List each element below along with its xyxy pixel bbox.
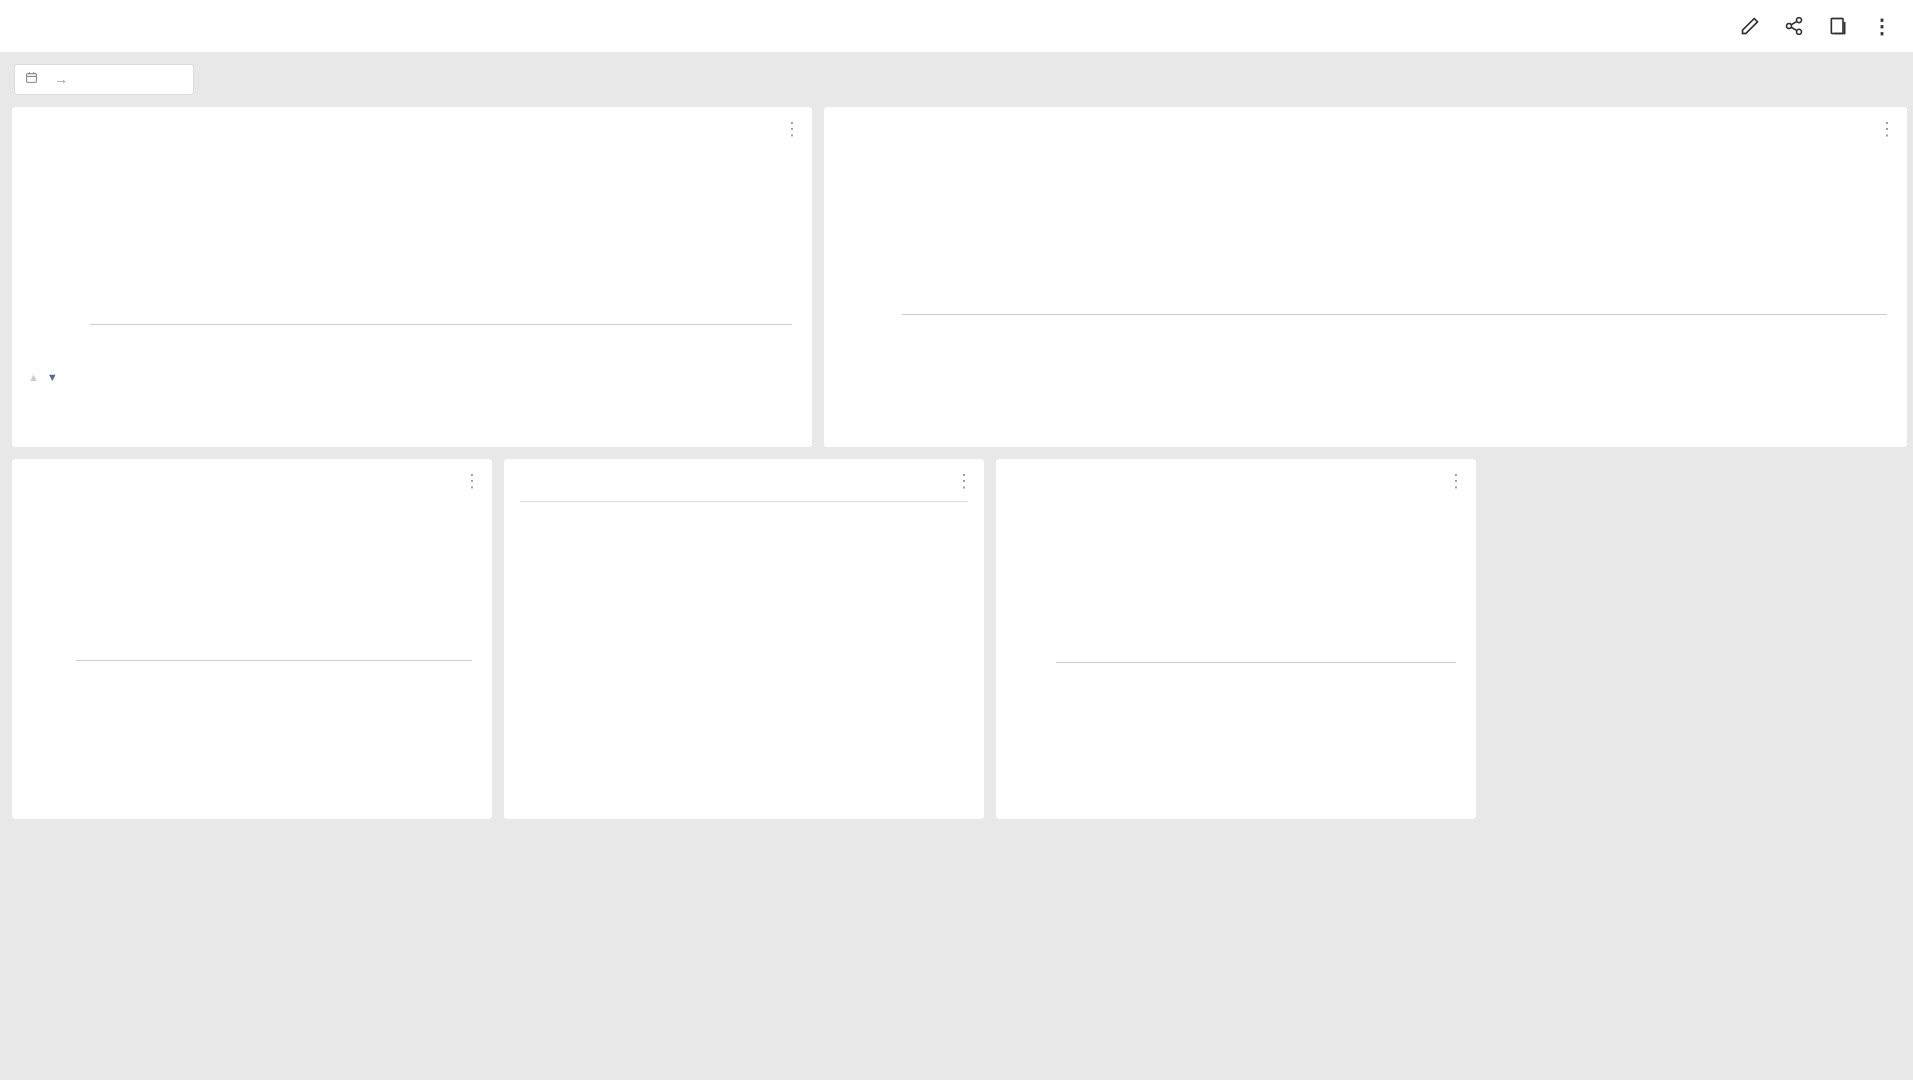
legend xyxy=(1012,745,1460,753)
chart-video-watch-time xyxy=(28,125,796,355)
card-video-views: ⋮ xyxy=(996,459,1476,819)
pager-next-icon[interactable]: ▼ xyxy=(47,371,58,384)
header: ⋮ xyxy=(0,0,1913,52)
plot-area xyxy=(902,125,1887,315)
x-axis xyxy=(902,320,1887,390)
toolbar: → xyxy=(0,52,1913,107)
x-axis xyxy=(76,673,472,743)
card-avg-pct-viewed: ⋮ xyxy=(12,459,492,819)
export-icon[interactable] xyxy=(1827,15,1849,37)
legend-marker xyxy=(1221,745,1245,753)
card-playback-location: ⋮ xyxy=(824,107,1907,447)
y-axis xyxy=(1012,483,1052,663)
y-axis xyxy=(28,481,72,661)
chart-video-views xyxy=(1012,483,1460,693)
arrow-right-icon: → xyxy=(54,71,68,88)
chart-playback-location xyxy=(840,125,1891,345)
col-title[interactable] xyxy=(520,481,744,502)
legend-dot xyxy=(244,753,254,763)
calendar-icon xyxy=(25,71,38,88)
plot-area xyxy=(90,125,792,325)
y-axis xyxy=(840,125,898,315)
header-actions: ⋮ xyxy=(1739,15,1893,37)
more-icon[interactable]: ⋮ xyxy=(1871,15,1893,37)
x-axis xyxy=(1056,675,1456,745)
card-menu-icon[interactable]: ⋮ xyxy=(955,471,972,492)
card-video-watch-time: ⋮ ▲ ▼ xyxy=(12,107,812,447)
legend xyxy=(28,753,476,763)
edit-icon[interactable] xyxy=(1739,15,1761,37)
card-avg-view-duration: ⋮ xyxy=(504,459,984,819)
pager-prev-icon[interactable]: ▲ xyxy=(28,371,39,384)
legend-item xyxy=(1221,745,1251,753)
table-avg-view-duration xyxy=(520,481,968,502)
plot-area xyxy=(76,481,472,661)
app-root: ⋮ → ⋮ xyxy=(0,0,1913,1080)
share-icon[interactable] xyxy=(1783,15,1805,37)
date-range-row: → xyxy=(25,71,183,88)
y-axis xyxy=(28,125,86,325)
row-1: ⋮ ▲ ▼ ⋮ xyxy=(0,107,1913,459)
legend-dot xyxy=(1229,745,1237,753)
plot-area xyxy=(1056,483,1456,663)
row-2: ⋮ ⋮ xyxy=(12,459,1901,819)
legend-pager[interactable]: ▲ ▼ xyxy=(28,371,796,384)
col-duration[interactable] xyxy=(744,481,968,502)
date-range-picker[interactable]: → xyxy=(14,64,194,95)
legend-item xyxy=(244,753,260,763)
chart-avg-pct-viewed xyxy=(28,481,476,691)
